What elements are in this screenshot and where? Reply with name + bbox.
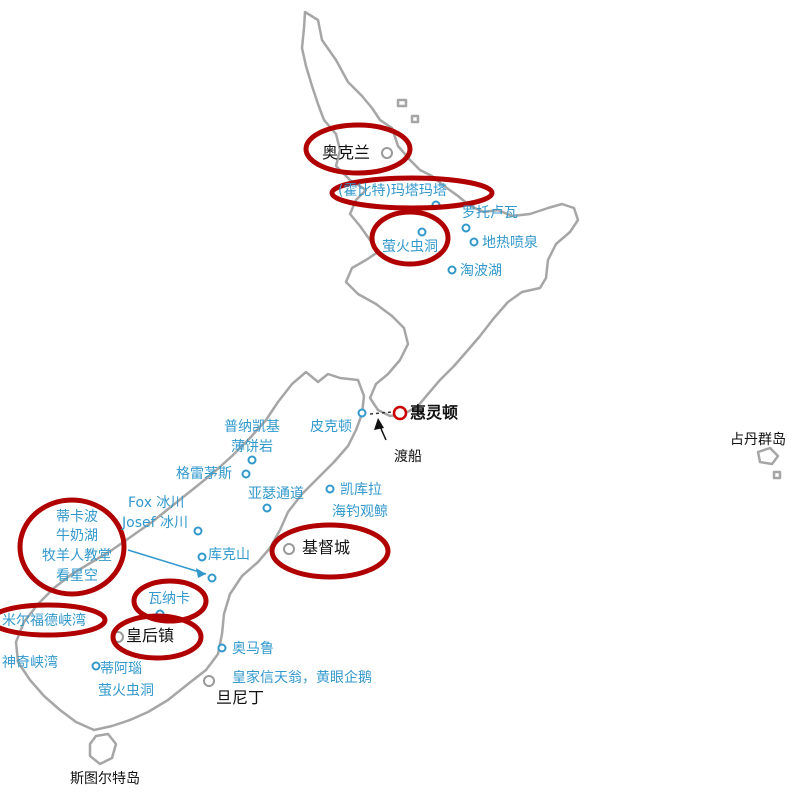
auckland-marker — [381, 147, 393, 159]
tekapo-highlight — [17, 497, 127, 597]
rotorua-label: 罗托卢瓦 — [462, 205, 518, 221]
josef-glacier-label: Josef 冰川 — [122, 515, 188, 531]
arthurs-pass-marker — [262, 503, 272, 513]
waitomo-label: 萤火虫洞 — [382, 239, 438, 255]
christchurch-highlight — [269, 522, 391, 580]
taupo-label: 淘波湖 — [460, 263, 502, 279]
picton-label: 皮克顿 — [310, 419, 352, 435]
stewart-island-label: 斯图尔特岛 — [70, 771, 140, 787]
oamaru-label: 奥马鲁 — [232, 641, 274, 657]
punakaiki-marker — [247, 455, 257, 465]
tekapo-label-1: 蒂卡波 — [56, 509, 98, 525]
doubtful-label: 神奇峡湾 — [2, 655, 58, 671]
te-anau-label-1: 蒂阿瑙 — [100, 661, 142, 677]
milford-label: 米尔福德峡湾 — [2, 613, 86, 629]
arthurs-pass-label: 亚瑟通道 — [248, 486, 304, 502]
christchurch-label: 基督城 — [302, 538, 351, 557]
fox-glacier-label: Fox 冰川 — [128, 495, 185, 511]
wanaka-highlight — [131, 578, 209, 624]
dunedin-marker — [203, 675, 215, 687]
chatham-islands-coast — [756, 446, 780, 466]
greymouth-label: 格雷茅斯 — [176, 466, 232, 482]
tekapo-label-2: 牛奶湖 — [56, 528, 98, 544]
stewart-island-coast — [88, 732, 118, 766]
kaikoura-marker — [325, 484, 335, 494]
geothermal-label: 地热喷泉 — [482, 235, 538, 251]
wanaka-label: 瓦纳卡 — [148, 591, 190, 607]
auckland-highlight — [303, 122, 413, 176]
punakaiki-label-1: 普纳凯基 — [224, 419, 280, 435]
tekapo-label-4: 看星空 — [56, 568, 98, 584]
te-anau-label-2: 萤火虫洞 — [98, 683, 154, 699]
queenstown-label: 皇后镇 — [126, 626, 175, 645]
milford-highlight — [0, 602, 108, 638]
queenstown-highlight — [110, 613, 204, 661]
mt-cook-label: 库克山 — [208, 547, 250, 563]
geothermal-marker — [469, 237, 479, 247]
chatham-islands-label: 占丹群岛 — [730, 432, 786, 448]
taupo-marker — [447, 265, 457, 275]
fox-glacier-marker — [193, 526, 203, 536]
north-island-coast — [300, 10, 580, 418]
wellington-marker — [392, 405, 408, 421]
greymouth-marker — [241, 469, 251, 479]
tekapo-label-3: 牧羊人教堂 — [42, 548, 112, 564]
dunedin-attractions-label: 皇家信天翁，黄眼企鹅 — [232, 670, 372, 686]
mt-cook-marker — [197, 552, 207, 562]
ferry-label: 渡船 — [394, 449, 422, 465]
waitomo-highlight — [369, 209, 451, 267]
dunedin-label: 旦尼丁 — [216, 688, 265, 707]
waitomo-marker — [417, 227, 427, 237]
hobbiton-label: (霍比特)玛塔玛塔 — [338, 183, 447, 199]
south-island-coast — [14, 370, 366, 732]
christchurch-marker — [283, 543, 295, 555]
auckland-label: 奥克兰 — [322, 143, 371, 162]
kaikoura-label-1: 凯库拉 — [340, 482, 382, 498]
te-anau-marker — [91, 661, 101, 671]
punakaiki-label-2: 薄饼岩 — [231, 439, 273, 455]
rotorua-marker — [461, 223, 471, 233]
wellington-label: 惠灵顿 — [410, 403, 459, 422]
kaikoura-label-2: 海钓观鲸 — [332, 504, 388, 520]
hobbiton-highlight — [329, 175, 495, 211]
picton-marker — [357, 408, 367, 418]
oamaru-marker — [217, 643, 227, 653]
tekapo-marker — [207, 573, 217, 583]
